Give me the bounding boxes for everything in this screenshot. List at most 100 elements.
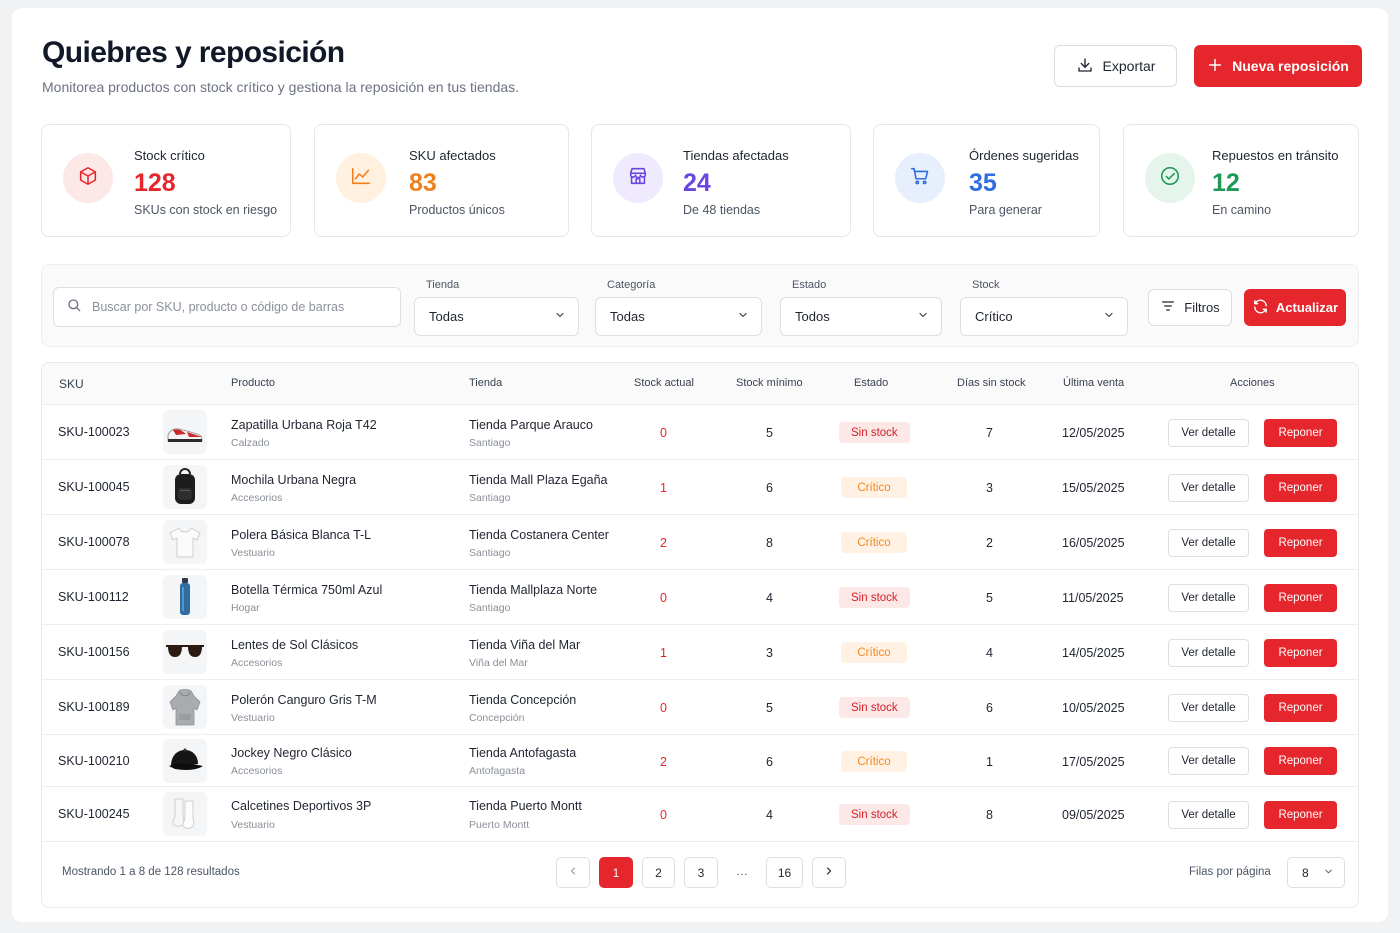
page: Quiebres y reposición Monitorea producto… [12, 8, 1388, 922]
view-detail-button[interactable]: Ver detalle [1168, 419, 1249, 447]
product-category: Accesorios [231, 657, 283, 669]
view-detail-button[interactable]: Ver detalle [1168, 801, 1249, 829]
socks-icon [163, 792, 207, 836]
sku-cell: SKU-100156 [58, 645, 130, 659]
filters-label: Filtros [1184, 300, 1220, 315]
kpi-card-suggested-orders: Órdenes sugeridas 35 Para generar [873, 124, 1100, 237]
days-out-of-stock: 8 [986, 808, 993, 822]
view-detail-button[interactable]: Ver detalle [1168, 474, 1249, 502]
store-name: Tienda Antofagasta [469, 746, 577, 760]
chevron-down-icon [1323, 866, 1334, 880]
kpi-icon-bg [336, 153, 386, 203]
view-detail-button[interactable]: Ver detalle [1168, 694, 1249, 722]
restock-button[interactable]: Reponer [1264, 639, 1337, 667]
search-input[interactable] [92, 300, 382, 314]
column-header-store: Tienda [469, 377, 503, 389]
page-button-16[interactable]: 16 [766, 857, 803, 888]
min-stock: 6 [766, 755, 773, 769]
stock-select[interactable]: Crítico [960, 297, 1128, 336]
restock-button[interactable]: Reponer [1264, 694, 1337, 722]
search-box[interactable] [53, 287, 401, 327]
product-name: Mochila Urbana Negra [231, 473, 357, 487]
refresh-button[interactable]: Actualizar [1244, 289, 1346, 326]
table-row: SKU-100045 Mochila Urbana Negra Accesori… [42, 460, 1358, 515]
kpi-subtext: En camino [1212, 203, 1272, 217]
download-icon [1076, 56, 1094, 77]
refresh-icon [1252, 298, 1269, 318]
days-out-of-stock: 2 [986, 536, 993, 550]
export-button[interactable]: Exportar [1054, 45, 1177, 87]
column-header-product: Producto [231, 377, 276, 389]
days-out-of-stock: 1 [986, 755, 993, 769]
kpi-subtext: Para generar [969, 203, 1042, 217]
refresh-label: Actualizar [1275, 300, 1339, 315]
store-city: Santiago [469, 492, 511, 504]
store-name: Tienda Costanera Center [469, 528, 609, 542]
table-row: SKU-100210 Jockey Negro Clásico Accesori… [42, 735, 1358, 787]
last-sale-date: 16/05/2025 [1062, 536, 1125, 550]
store-name: Tienda Mall Plaza Egaña [469, 473, 608, 487]
page-button-3[interactable]: 3 [684, 857, 718, 888]
stock-filter-label: Stock [972, 279, 1000, 291]
current-stock: 0 [660, 701, 667, 715]
status-badge: Sin stock [839, 697, 910, 718]
sku-cell: SKU-100023 [58, 425, 130, 439]
restock-button[interactable]: Reponer [1264, 801, 1337, 829]
store-city: Santiago [469, 437, 511, 449]
view-detail-button[interactable]: Ver detalle [1168, 529, 1249, 557]
cart-icon [909, 165, 931, 192]
chevron-down-icon [1103, 309, 1115, 324]
kpi-value: 128 [134, 169, 176, 197]
category-select-value: Todas [610, 309, 645, 324]
store-name: Tienda Mallplaza Norte [469, 583, 598, 597]
store-city: Santiago [469, 547, 511, 559]
prev-page-button[interactable] [556, 857, 590, 888]
column-header-current-stock: Stock actual [634, 377, 694, 389]
sku-cell: SKU-100245 [58, 807, 130, 821]
min-stock: 5 [766, 426, 773, 440]
current-stock: 0 [660, 426, 667, 440]
product-name: Zapatilla Urbana Roja T42 [231, 418, 377, 432]
product-category: Vestuario [231, 547, 275, 559]
page-button-1[interactable]: 1 [599, 857, 633, 888]
pagination-ellipsis: … [736, 864, 748, 878]
restock-button[interactable]: Reponer [1264, 584, 1337, 612]
kpi-card-affected-sku: SKU afectados 83 Productos únicos [314, 124, 569, 237]
product-category: Vestuario [231, 819, 275, 831]
table-row: SKU-100245 Calcetines Deportivos 3P Vest… [42, 787, 1358, 842]
status-badge: Sin stock [839, 804, 910, 825]
view-detail-button[interactable]: Ver detalle [1168, 747, 1249, 775]
restock-button[interactable]: Reponer [1264, 474, 1337, 502]
store-icon [627, 165, 649, 192]
store-select[interactable]: Todas [414, 297, 579, 336]
view-detail-button[interactable]: Ver detalle [1168, 584, 1249, 612]
store-city: Viña del Mar [469, 657, 528, 669]
column-header-status: Estado [854, 377, 889, 389]
page-button-2[interactable]: 2 [642, 857, 675, 888]
status-filter-label: Estado [792, 279, 827, 291]
product-category: Vestuario [231, 712, 275, 724]
rows-per-page-select[interactable]: 8 [1287, 857, 1345, 888]
restock-button[interactable]: Reponer [1264, 747, 1337, 775]
status-select[interactable]: Todos [780, 297, 942, 336]
min-stock: 8 [766, 536, 773, 550]
product-category: Accesorios [231, 492, 283, 504]
kpi-label: Tiendas afectadas [683, 148, 789, 163]
product-name: Botella Térmica 750ml Azul [231, 583, 383, 597]
column-header-min-stock: Stock mínimo [736, 377, 803, 389]
status-badge: Sin stock [839, 422, 910, 443]
next-page-button[interactable] [812, 857, 846, 888]
results-count: Mostrando 1 a 8 de 128 resultados [62, 866, 240, 878]
category-select[interactable]: Todas [595, 297, 762, 336]
restock-button[interactable]: Reponer [1264, 529, 1337, 557]
sneaker-icon [163, 410, 207, 454]
status-badge: Crítico [841, 532, 907, 553]
new-restock-button[interactable]: Nueva reposición [1194, 45, 1362, 87]
table-row: SKU-100023 Zapatilla Urbana Roja T42 Cal… [42, 405, 1358, 460]
view-detail-button[interactable]: Ver detalle [1168, 639, 1249, 667]
store-city: Santiago [469, 602, 511, 614]
filters-button[interactable]: Filtros [1148, 289, 1232, 326]
current-stock: 0 [660, 808, 667, 822]
restock-button[interactable]: Reponer [1264, 419, 1337, 447]
column-header-actions: Acciones [1230, 377, 1275, 389]
